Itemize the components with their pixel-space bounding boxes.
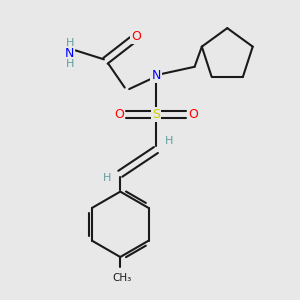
Text: N: N bbox=[151, 69, 160, 82]
Text: S: S bbox=[152, 108, 160, 121]
Text: O: O bbox=[131, 30, 141, 43]
Text: H: H bbox=[165, 136, 173, 146]
Text: O: O bbox=[114, 108, 124, 121]
Text: O: O bbox=[188, 108, 198, 121]
Text: H: H bbox=[103, 173, 111, 183]
Text: N: N bbox=[65, 47, 74, 60]
Text: CH₃: CH₃ bbox=[112, 273, 131, 283]
Text: H: H bbox=[66, 38, 74, 48]
Text: H: H bbox=[66, 59, 74, 69]
